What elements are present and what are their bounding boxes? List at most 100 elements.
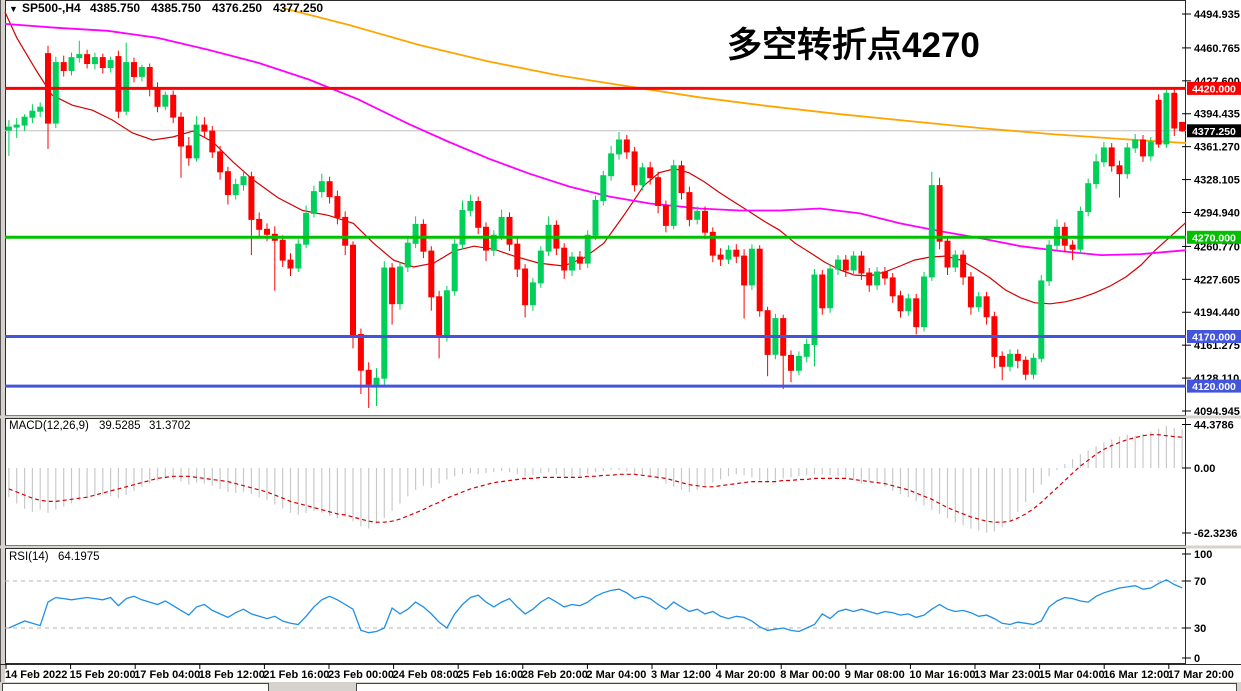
price-axis-label: 4194.440 [1194, 307, 1240, 319]
candle-body [866, 272, 873, 286]
rsi-panel[interactable] [5, 548, 1186, 664]
candle-body [1179, 121, 1186, 132]
candle-body [1093, 161, 1100, 185]
candle-body [451, 243, 458, 292]
candle-body [193, 124, 200, 159]
time-axis-label: 3 Mar 12:00 [651, 669, 711, 681]
candle-body [178, 116, 184, 147]
candle-body [256, 218, 263, 230]
candle-body [561, 247, 568, 271]
macd-value-main: 39.5285 [99, 420, 141, 432]
candle-body [748, 248, 755, 286]
panel-separator[interactable] [0, 415, 1241, 419]
price-axis-label: 4227.605 [1194, 274, 1240, 286]
bottom-tab[interactable] [2, 683, 269, 691]
candle-body [576, 256, 583, 264]
candle-body [623, 139, 630, 153]
candle-body [1108, 147, 1115, 167]
panel-separator[interactable] [0, 545, 1241, 549]
time-axis-label: 2 Mar 04:00 [586, 669, 646, 681]
candle-body [1085, 183, 1092, 212]
ohlc-close: 4377.250 [273, 1, 323, 15]
candle-body [514, 243, 521, 270]
candle-body [279, 239, 286, 261]
candle-body [146, 67, 153, 89]
candle-body [52, 62, 59, 124]
macd-label: MACD(12,26,9) 39.5285 31.3702 [9, 420, 191, 432]
price-axis-label: 4094.945 [1194, 406, 1240, 418]
chart-header: SP500-,H4 4385.750 4385.750 4376.250 437… [22, 1, 323, 15]
price-axis-label: 4328.105 [1194, 175, 1240, 187]
macd-histogram [8, 425, 1183, 533]
candle-body [881, 271, 888, 279]
time-axis-label: 14 Feb 2022 [5, 669, 67, 681]
candle-body [678, 165, 685, 194]
candle-body [686, 192, 693, 220]
candle-body [936, 185, 943, 242]
candle-body [616, 139, 622, 155]
candle-body [889, 277, 896, 297]
price-badge-bg [1187, 81, 1241, 95]
candle-body [944, 240, 951, 268]
price-badge-label: 4270.000 [1192, 232, 1236, 244]
candle-body [37, 106, 44, 112]
candle-body [365, 369, 372, 385]
ohlc-open: 4385.750 [90, 1, 140, 15]
candle-body [1014, 353, 1021, 361]
candle-body [162, 94, 169, 107]
candle-body [756, 248, 763, 312]
candle-body [1038, 280, 1045, 359]
candle-body [1046, 244, 1053, 282]
candle-body [1171, 92, 1178, 129]
time-axis-label: 9 Mar 08:00 [845, 669, 905, 681]
rsi-axis-label: 30 [1194, 623, 1206, 635]
candle-body [709, 231, 716, 256]
candle-body [389, 267, 396, 305]
candle-body [983, 296, 990, 318]
candle-body [788, 354, 794, 371]
candle-body [631, 151, 638, 186]
rsi-axis-label: 70 [1194, 576, 1206, 588]
symbol-dropdown-icon[interactable]: ▼ [9, 4, 18, 14]
candle-body [803, 343, 810, 357]
candle-body [412, 223, 419, 244]
candle-body [475, 201, 482, 228]
candle-body [811, 274, 818, 345]
candle-body [107, 60, 114, 68]
candle-body [1163, 92, 1170, 145]
candle-body [303, 212, 310, 245]
candle-body [584, 234, 591, 264]
candle-body [569, 256, 575, 271]
price-axis-label: 4361.270 [1194, 142, 1240, 154]
candle-body [522, 268, 529, 306]
price-badge-bg [1187, 230, 1241, 244]
candle-body [850, 255, 857, 271]
time-axis-label: 8 Mar 00:00 [780, 669, 840, 681]
time-axis-label: 17 Mar 20:00 [1168, 669, 1234, 681]
candle-body [224, 171, 231, 195]
rsi-name: RSI(14) [9, 551, 49, 563]
candle-body [232, 184, 239, 196]
candle-body [287, 259, 294, 269]
candle-body [537, 250, 544, 284]
candle-body [131, 62, 137, 77]
price-axis-label: 4460.765 [1194, 43, 1240, 55]
candle-body [397, 266, 403, 305]
candle-body [647, 167, 654, 179]
macd-name: MACD(12,26,9) [9, 420, 89, 432]
candle-body [29, 110, 36, 118]
bottom-tab[interactable] [356, 683, 1237, 691]
time-axis-label: 24 Feb 08:00 [393, 669, 459, 681]
macd-panel[interactable] [5, 418, 1186, 546]
price-axis-label: 4394.435 [1194, 109, 1240, 121]
candle-body [99, 57, 106, 68]
candle-body [217, 151, 224, 173]
candle-body [952, 254, 959, 268]
candle-body [240, 176, 247, 186]
candle-body [600, 175, 607, 201]
ma-mid-magenta [4, 23, 1187, 257]
rsi-axis-label: 100 [1194, 549, 1212, 561]
candle-body [201, 124, 208, 132]
candle-body [404, 242, 411, 268]
